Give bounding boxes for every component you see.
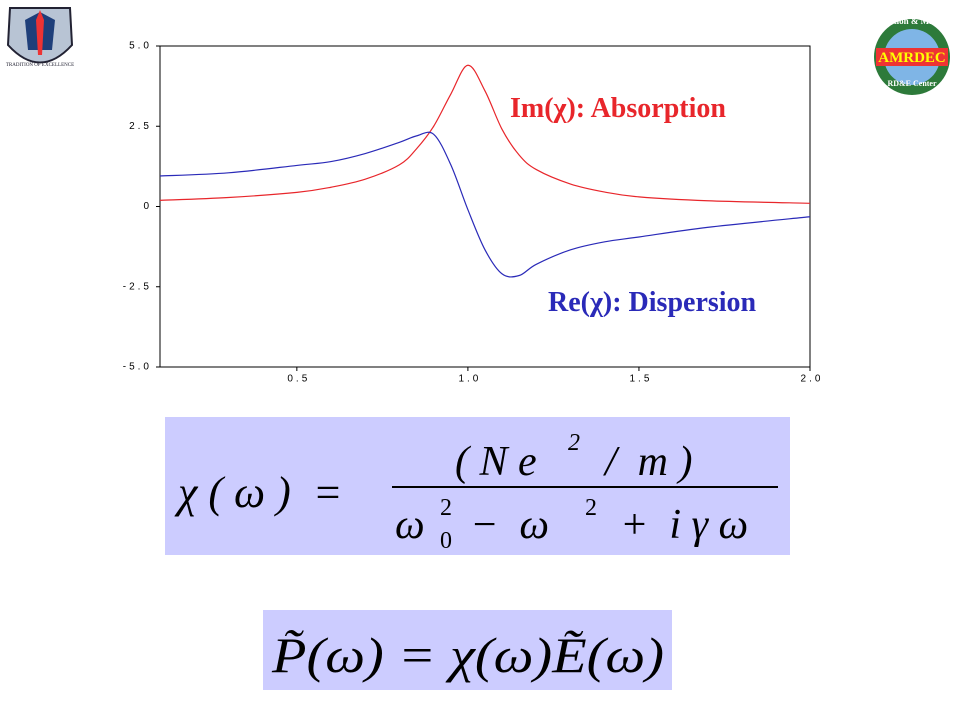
annotation: Re(χ): Dispersion xyxy=(548,287,757,318)
eq-sup: 2 xyxy=(585,495,597,521)
y-tick-label: -5.0 xyxy=(123,362,152,373)
eq-numerator: / m ) xyxy=(603,439,693,485)
y-tick-label: -2.5 xyxy=(123,281,152,292)
logo-text: TRADITION OF EXCELLENCE xyxy=(6,63,74,68)
eq-sub: 0 xyxy=(440,528,452,554)
x-tick-label: 1.0 xyxy=(458,374,481,385)
y-tick-label: 5.0 xyxy=(129,41,152,52)
equation: χ ( ω ) = ( N e 2 / m ) ω 0 2 − ω 2 + i … xyxy=(174,430,778,554)
series-line xyxy=(159,131,811,278)
series-line xyxy=(159,64,811,204)
eq-denominator: − ω xyxy=(470,502,549,548)
logo-text: RD&E Center xyxy=(887,79,937,88)
eq-numerator: ( N e xyxy=(455,439,537,485)
equation-box xyxy=(263,610,672,690)
right-logo: Aviation & Missile AMRDEC RD&E Center xyxy=(874,16,950,95)
x-tick-label: 1.5 xyxy=(629,374,652,385)
eq-sup: 2 xyxy=(440,495,452,521)
x-tick-label: 0.5 xyxy=(287,374,310,385)
x-tick-label: 2.0 xyxy=(801,374,824,385)
logo-text: AMRDEC xyxy=(878,50,946,66)
equation: P̃(ω) = χ(ω)Ẽ(ω) xyxy=(271,627,664,683)
eq-lhs: χ ( ω ) = xyxy=(174,468,342,517)
eq-denominator: ω xyxy=(395,502,425,548)
plot: -5.0 -2.5 0 2.5 5.0 0.5 1.0 1.5 2.0 xyxy=(123,41,824,385)
eq-denominator: + i γ ω xyxy=(620,502,748,548)
eq-sup: 2 xyxy=(568,430,580,456)
logo-text: Aviation & Missile xyxy=(876,16,947,26)
y-tick-label: 2.5 xyxy=(129,121,152,132)
y-tick-label: 0 xyxy=(143,201,152,212)
annotation: Im(χ): Absorption xyxy=(510,93,726,124)
left-logo: TRADITION OF EXCELLENCE xyxy=(6,7,74,68)
